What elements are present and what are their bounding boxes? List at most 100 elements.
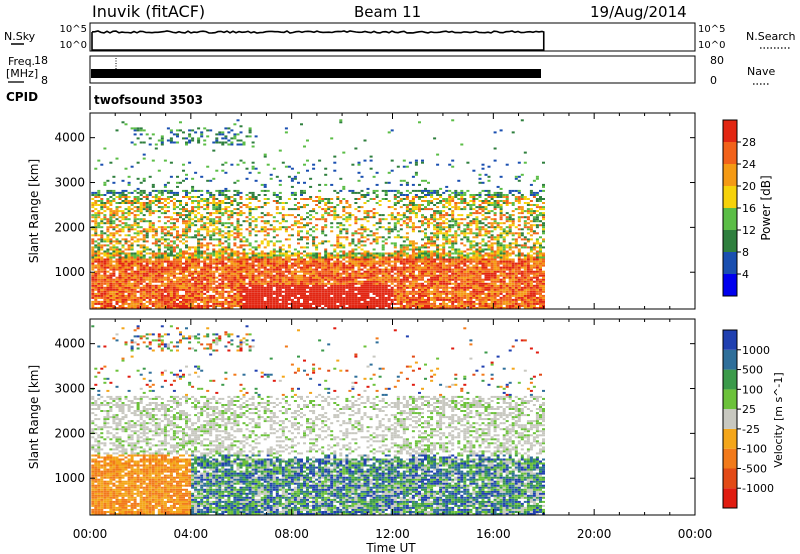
heatmap-cell [257, 246, 261, 249]
heatmap-cell [157, 276, 161, 279]
heatmap-cell [278, 286, 282, 289]
heatmap-cell [230, 290, 234, 293]
heatmap-cell [212, 232, 216, 235]
heatmap-cell [433, 258, 437, 261]
heatmap-cell [363, 307, 367, 309]
heatmap-cell [188, 129, 192, 132]
heatmap-cell [284, 292, 288, 295]
heatmap-cell [212, 230, 216, 233]
heatmap-cell [154, 307, 158, 309]
heatmap-cell [172, 206, 176, 209]
heatmap-cell [327, 270, 331, 273]
heatmap-cell [218, 284, 222, 287]
heatmap-cell [345, 284, 349, 287]
heatmap-cell [372, 216, 376, 219]
heatmap-cell [197, 276, 201, 279]
heatmap-cell [405, 254, 409, 257]
heatmap-cell [209, 236, 213, 239]
heatmap-cell [378, 284, 382, 287]
heatmap-cell [390, 264, 394, 267]
heatmap-cell [430, 238, 434, 241]
heatmap-cell [148, 206, 152, 209]
heatmap-cell [414, 254, 418, 257]
heatmap-cell [402, 244, 406, 247]
heatmap-cell [179, 121, 182, 124]
heatmap-cell [212, 274, 216, 277]
heatmap-cell [236, 222, 240, 225]
heatmap-cell [348, 250, 352, 253]
heatmap-cell [166, 264, 170, 267]
nave-tick-top: 80 [710, 54, 724, 67]
heatmap-cell [284, 296, 288, 299]
heatmap-cell [360, 294, 364, 297]
heatmap-cell [142, 280, 146, 283]
heatmap-cell [218, 248, 222, 251]
heatmap-cell [169, 262, 173, 265]
heatmap-cell [266, 220, 270, 223]
heatmap-cell [206, 179, 210, 182]
heatmap-cell [233, 284, 237, 287]
heatmap-cell [200, 276, 204, 279]
heatmap-cell [185, 280, 188, 283]
heatmap-cell [278, 292, 282, 295]
heatmap-cell [251, 165, 255, 168]
heatmap-cell [333, 264, 337, 267]
heatmap-cell [230, 262, 234, 265]
heatmap-cell [396, 236, 400, 239]
heatmap-cell [118, 290, 122, 293]
heatmap-cell [363, 228, 367, 231]
heatmap-cell [106, 284, 110, 287]
heatmap-cell [366, 260, 370, 263]
heatmap-cell [281, 276, 285, 279]
heatmap-cell [109, 298, 113, 301]
heatmap-cell [169, 250, 173, 253]
heatmap-cell [245, 167, 249, 170]
heatmap-cell [197, 286, 201, 289]
heatmap-cell [327, 198, 331, 200]
heatmap-cell [136, 272, 140, 275]
heatmap-cell [194, 246, 198, 249]
heatmap-cell [339, 268, 343, 271]
heatmap-cell [100, 238, 104, 241]
heatmap-cell [278, 264, 282, 267]
heatmap-cell [212, 149, 216, 152]
heatmap-cell [233, 252, 237, 255]
heatmap-cell [260, 270, 264, 273]
heatmap-cell [221, 272, 225, 275]
heatmap-cell [333, 266, 337, 269]
heatmap-cell [254, 260, 258, 263]
heatmap-cell [203, 272, 207, 275]
heatmap-cell [381, 268, 385, 271]
heatmap-cell [94, 191, 98, 194]
heatmap-cell [109, 252, 113, 255]
heatmap-cell [336, 260, 340, 263]
heatmap-cell [260, 258, 264, 261]
heatmap-cell [206, 288, 210, 291]
heatmap-cell [163, 258, 167, 261]
heatmap-cell [439, 210, 443, 213]
heatmap-cell [363, 194, 367, 196]
heatmap-cell [209, 260, 213, 263]
heatmap-cell [439, 274, 443, 277]
heatmap-cell [306, 300, 309, 303]
heatmap-cell [242, 244, 246, 247]
heatmap-cell [148, 286, 152, 289]
heatmap-cell [251, 298, 255, 301]
heatmap-cell [327, 262, 331, 265]
heatmap-cell [179, 240, 182, 243]
heatmap-cell [136, 226, 140, 229]
heatmap-cell [142, 202, 146, 204]
heatmap-cell [427, 200, 430, 202]
heatmap-cell [378, 268, 382, 271]
heatmap-cell [142, 290, 146, 293]
heatmap-cell [309, 280, 313, 283]
heatmap-cell [169, 282, 173, 285]
heatmap-cell [342, 185, 346, 188]
heatmap-cell [124, 194, 128, 196]
heatmap-cell [197, 141, 201, 144]
heatmap-cell [342, 208, 346, 211]
heatmap-cell [248, 276, 252, 279]
heatmap-cell [269, 298, 273, 301]
heatmap-cell [396, 298, 400, 301]
heatmap-cell [418, 256, 421, 259]
